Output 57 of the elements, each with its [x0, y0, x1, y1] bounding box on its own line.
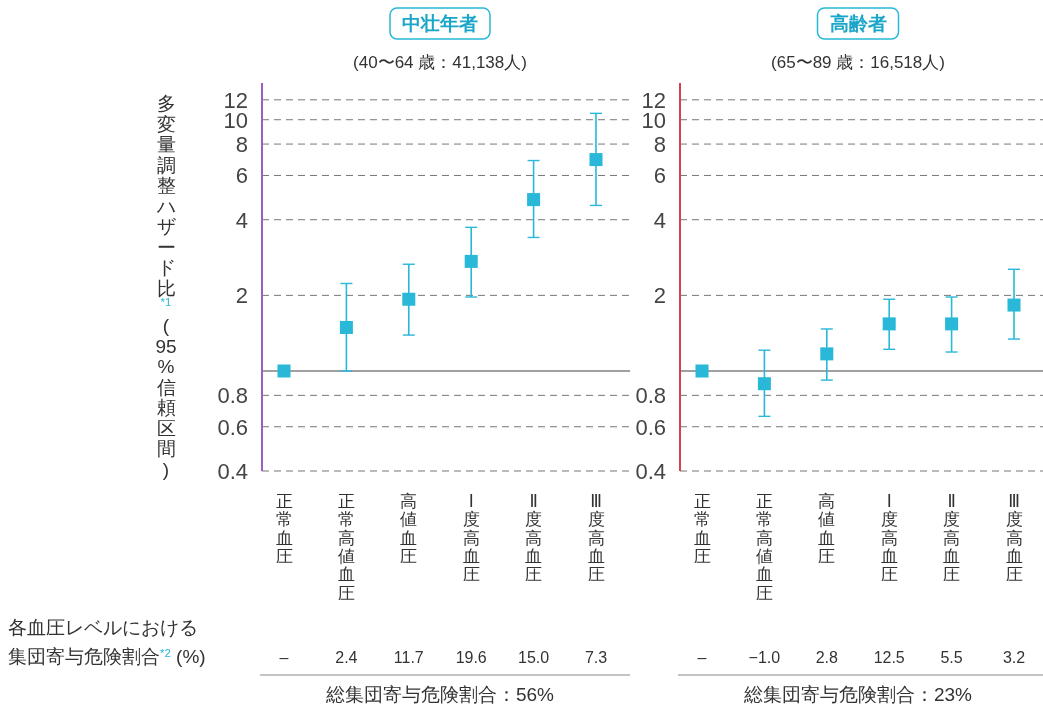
text: 12.5: [873, 649, 905, 666]
point: [589, 153, 603, 167]
point: [695, 364, 709, 378]
y-tick-label: 4: [653, 207, 666, 233]
y-tick-label: 2: [653, 283, 666, 309]
point: [757, 377, 771, 391]
y-tick-label: 0.6: [217, 414, 248, 440]
x-tick-label: Ⅰ度高血圧: [462, 492, 480, 585]
point: [945, 317, 959, 331]
text: 15.0: [518, 649, 550, 666]
y-tick-label: 0.4: [217, 459, 248, 484]
x-tick-label: 高値血圧: [818, 492, 836, 567]
point: [464, 254, 478, 268]
text: 各血圧レベルにおける集団寄与危険割合$^{*2}$ (%): [8, 617, 206, 667]
y-tick-label: 0.4: [635, 459, 666, 484]
text: −1.0: [748, 649, 781, 666]
text: 2.4: [335, 649, 358, 666]
chart-title: 高齢者: [829, 13, 887, 34]
text: 11.7: [393, 649, 424, 666]
text: 3.2: [1002, 649, 1026, 666]
text: 5.5: [940, 649, 963, 666]
y-tick-label: 0.8: [635, 383, 666, 409]
x-tick-label: 正常血圧: [693, 492, 711, 567]
x-tick-label: 正常高値血圧: [337, 492, 355, 603]
point: [402, 292, 416, 306]
x-tick-label: 正常血圧: [275, 492, 293, 567]
x-tick-label: Ⅱ度高血圧: [525, 492, 543, 585]
y-tick-label: 8: [653, 132, 666, 158]
y-tick-label: 4: [235, 207, 248, 233]
chart-subtitle: (65〜89 歳：16,518人): [771, 53, 945, 72]
chart-subtitle: (40〜64 歳：41,138人): [353, 53, 527, 72]
y-tick-label: 8: [235, 132, 248, 158]
text: 7.3: [584, 649, 608, 666]
point: [1007, 298, 1021, 312]
y-tick-label: 0.6: [635, 414, 666, 440]
text: –: [279, 649, 289, 666]
y-tick-label: 2: [235, 283, 248, 309]
y-tick-label: 6: [653, 163, 666, 189]
point: [527, 193, 541, 207]
text: –: [697, 649, 707, 666]
text: 2.8: [815, 649, 839, 666]
x-tick-label: Ⅱ度高血圧: [943, 492, 961, 585]
x-tick-label: Ⅲ度高血圧: [1005, 492, 1023, 585]
x-tick-label: Ⅲ度高血圧: [587, 492, 605, 585]
text: 総集団寄与危険割合：23%: [742, 684, 973, 705]
y-tick-label: 6: [235, 163, 248, 189]
text: 19.6: [455, 649, 487, 666]
point: [277, 364, 291, 378]
point: [820, 347, 834, 361]
x-tick-label: 正常高値血圧: [755, 492, 773, 603]
y-tick-label: 0.8: [217, 383, 248, 409]
text: 総集団寄与危険割合：56%: [324, 684, 555, 705]
x-tick-label: 高値血圧: [400, 492, 418, 567]
x-tick-label: Ⅰ度高血圧: [880, 492, 898, 585]
point: [339, 320, 353, 334]
chart-title: 中壮年者: [402, 13, 478, 34]
point: [882, 317, 896, 331]
